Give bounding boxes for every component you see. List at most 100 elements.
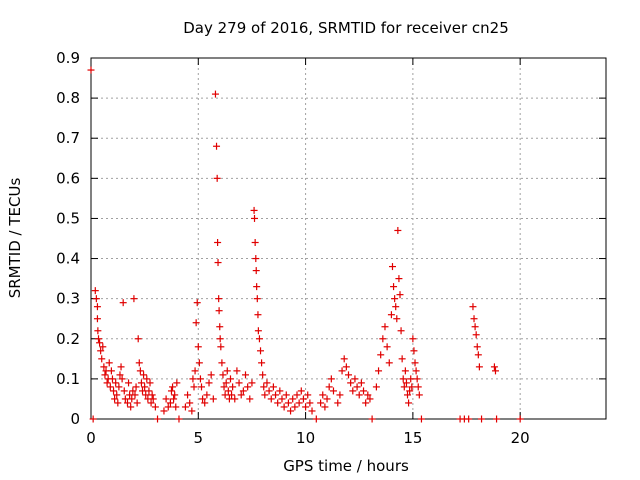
data-point [379,335,387,343]
x-tick-label: 15 [403,429,422,447]
data-point [103,379,111,387]
y-axis-title: SRMTID / TECUs [6,178,24,299]
data-point [289,395,297,403]
data-point [198,383,206,391]
data-point [188,407,196,415]
data-point [117,363,125,371]
data-point [387,311,395,319]
data-point [317,399,325,407]
data-point [203,391,211,399]
data-point [293,391,301,399]
data-point [223,367,231,375]
data-point [491,367,499,375]
data-point [140,371,148,379]
data-point [207,371,215,379]
data-point [89,415,97,423]
data-point [391,295,399,303]
data-point [399,375,407,383]
data-point [353,383,361,391]
data-point [299,395,307,403]
data-point [246,395,254,403]
data-point [276,387,284,395]
data-point [93,303,101,311]
data-point [383,343,391,351]
data-point [142,391,150,399]
data-point [401,367,409,375]
data-point [397,327,405,335]
data-point [224,387,232,395]
data-point [272,391,280,399]
data-point [214,259,222,267]
data-point [111,395,119,403]
data-point [404,391,412,399]
data-point [108,375,116,383]
data-point [93,315,101,323]
data-point [233,367,241,375]
data-point [319,391,327,399]
data-point [199,395,207,403]
data-point [349,387,357,395]
data-point [110,387,118,395]
data-point [295,399,303,407]
data-point [215,295,223,303]
data-point [114,399,122,407]
data-point [402,379,410,387]
y-tick-label: 0.7 [56,129,80,147]
data-point [342,363,350,371]
y-tick-label: 0.1 [56,370,80,388]
data-point [101,371,109,379]
data-point [213,174,221,182]
x-axis-ticks: 0 5 10 15 20 [86,58,530,447]
data-point [137,379,145,387]
grid-lines [91,58,606,419]
data-point [250,206,258,214]
data-point [345,371,352,379]
data-point [226,375,234,383]
data-point [148,391,156,399]
data-point [258,359,266,367]
data-point [390,283,398,291]
data-point [412,367,420,375]
data-point [392,303,400,311]
data-point [473,343,481,351]
x-tick-label: 0 [86,429,96,447]
data-point [291,403,299,411]
data-point [490,363,498,371]
data-point [388,263,396,271]
data-point [516,415,524,423]
data-point [368,415,376,423]
data-point [357,379,365,387]
data-point [321,403,329,411]
data-point [306,399,314,407]
data-point [218,359,226,367]
data-point [149,395,157,403]
data-point [219,371,227,379]
data-point [327,375,335,383]
data-point [355,391,363,399]
y-tick-label: 0.4 [56,250,80,268]
data-point [154,415,162,423]
y-tick-label: 0.3 [56,290,80,308]
data-point [209,395,217,403]
data-point [251,239,259,247]
data-point [196,375,204,383]
data-point [192,319,200,327]
data-point [162,395,170,403]
chart-title: Day 279 of 2016, SRMTID for receiver cn2… [183,19,509,37]
data-point [287,407,295,415]
data-point [92,295,100,303]
data-point [100,363,108,371]
data-point [474,351,482,359]
data-point [409,335,417,343]
data-point [263,379,271,387]
data-point [385,359,393,367]
y-tick-label: 0.2 [56,330,80,348]
x-tick-label: 20 [511,429,530,447]
data-point [127,403,135,411]
y-tick-label: 0.8 [56,89,80,107]
data-point [253,283,261,291]
data-point [406,387,414,395]
data-point [239,387,247,395]
data-point [121,395,129,403]
data-point [147,399,155,407]
